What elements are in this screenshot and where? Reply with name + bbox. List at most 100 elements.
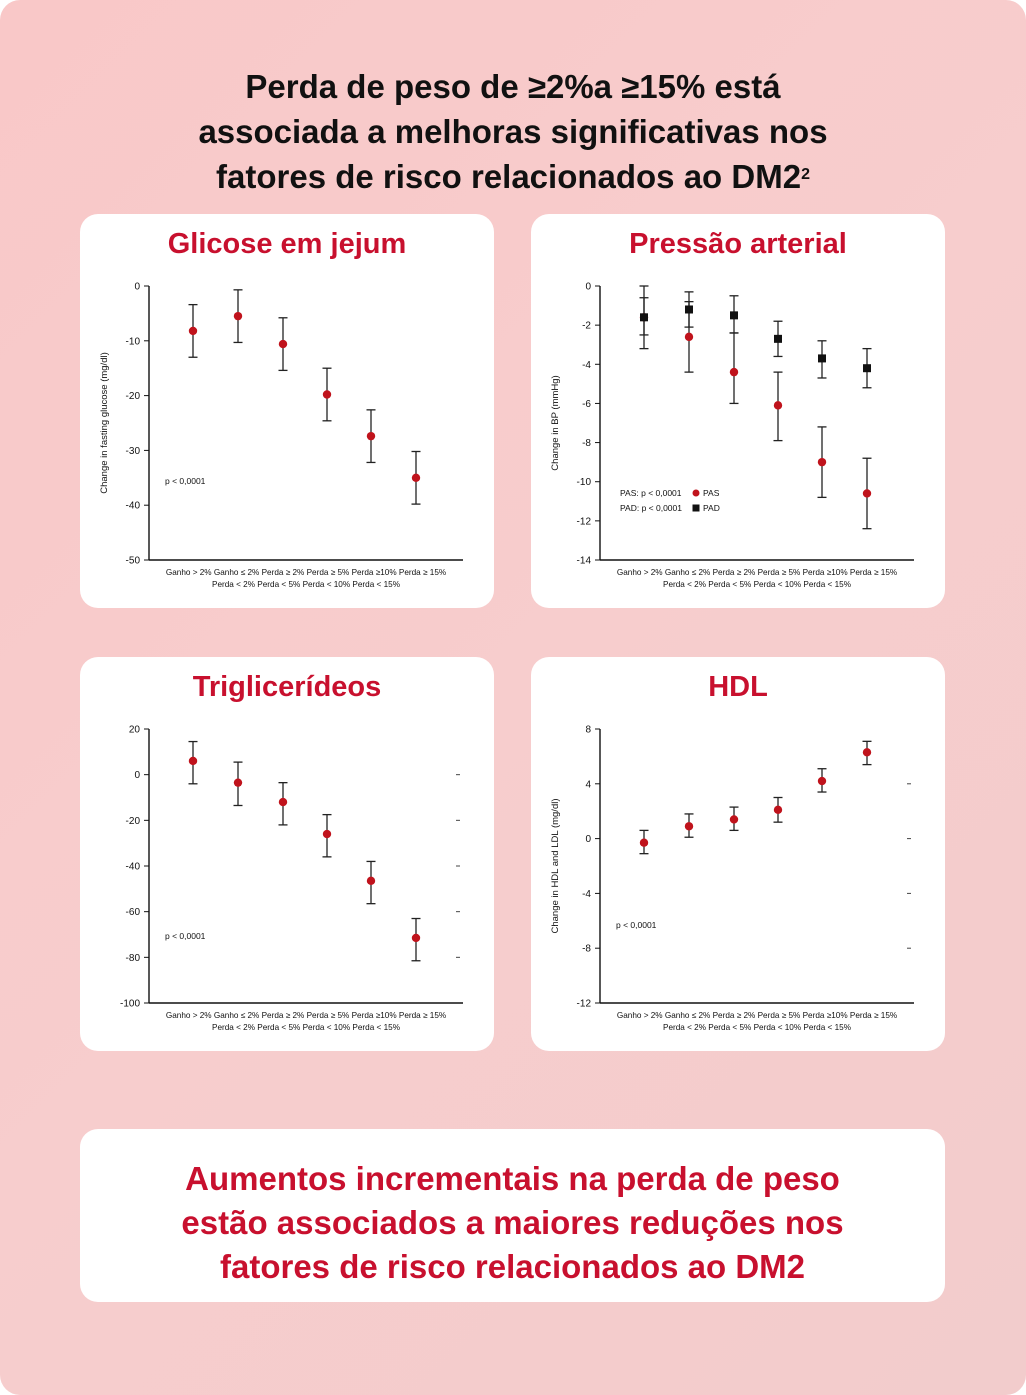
y-tick-label: -20	[126, 816, 141, 827]
data-point	[684, 332, 694, 342]
footer-card: Aumentos incrementais na perda de peso e…	[80, 1129, 945, 1302]
footer-line-3: fatores de risco relacionados ao DM2	[219, 1248, 806, 1285]
y-tick-label: 0	[585, 282, 591, 293]
y-tick-label: -20	[126, 391, 141, 402]
data-point-square	[640, 313, 648, 322]
y-tick-label: -30	[126, 446, 141, 457]
data-point	[366, 876, 376, 886]
chart-card-hdl: HDL 8 4 0 -4 -8 -12 Change in HDL and LDL (mg/…	[531, 657, 945, 1051]
y-tick-label: 4	[585, 779, 591, 790]
data-point-square	[685, 305, 693, 314]
data-point	[322, 390, 332, 399]
chart-card-glucose: Glicose em jejum 0 -10 -20 -30 -40 -50 Change …	[80, 214, 494, 608]
x-tick-labels-bottom: Perda < 2% Perda < 5% Perda < 10% Perda …	[663, 1023, 851, 1032]
y-tick-label: -6	[582, 399, 591, 410]
x-tick-labels-bottom: Perda < 2% Perda < 5% Perda < 10% Perda …	[212, 580, 400, 589]
legend-marker-circle	[692, 489, 700, 497]
data-point	[188, 326, 198, 336]
data-point	[188, 756, 198, 766]
y-tick-label: 8	[585, 725, 591, 736]
chart-title-blood-pressure: Pressão arterial	[629, 228, 847, 260]
y-tick-label: 20	[129, 725, 141, 736]
data-point	[278, 339, 288, 349]
y-tick-label: -60	[126, 907, 141, 918]
y-axis-label: Change in HDL and LDL (mg/dl)	[550, 798, 561, 933]
p-value-annotation: p < 0,0001	[616, 920, 657, 930]
chart-glucose: 0 -10 -20 -30 -40 -50 Change in fasting glucos…	[99, 282, 463, 589]
data-point	[817, 776, 827, 786]
data-point	[639, 838, 649, 847]
y-tick-label: -100	[120, 999, 140, 1010]
headline-line-1: Perda de peso de ≥2%a ≥15% está	[245, 68, 781, 105]
legend-label: PAD: p < 0,0001	[620, 503, 682, 513]
y-tick-label: -10	[577, 477, 592, 488]
p-value-annotation: p < 0,0001	[165, 476, 206, 486]
data-point	[862, 748, 872, 757]
legend-label: PAS: p < 0,0001	[620, 488, 682, 498]
y-tick-label: -4	[582, 889, 591, 900]
data-point	[684, 822, 694, 831]
chart-blood-pressure: 0 -2 -4 -6 -8 -10 -12 -14 Change in BP (mmHg) Gan…	[550, 282, 914, 589]
y-tick-label: 0	[585, 834, 591, 845]
chart-title-triglycerides: Triglicerídeos	[192, 671, 382, 703]
y-tick-label: -8	[582, 438, 591, 449]
chart-title-glucose: Glicose em jejum	[167, 228, 407, 260]
y-tick-label: -2	[582, 321, 591, 332]
headline-superscript: 2	[801, 166, 810, 183]
y-axis-label: Change in BP (mmHg)	[550, 375, 561, 470]
chart-title-hdl: HDL	[708, 671, 768, 703]
page-headline: Perda de peso de ≥2%a ≥15% está associad…	[100, 64, 926, 199]
headline-line-2: associada a melhoras significativas nos	[198, 113, 828, 150]
data-point	[773, 401, 783, 410]
data-point	[862, 489, 872, 498]
x-tick-labels-bottom: Perda < 2% Perda < 5% Perda < 10% Perda …	[663, 580, 851, 589]
legend-series-name: PAD	[703, 503, 720, 513]
footer-line-2: estão associados a maiores reduções nos	[181, 1204, 844, 1241]
y-tick-label: 0	[134, 282, 140, 293]
chart-card-triglycerides: Triglicerídeos 20 0 -20 -40 -60 -80 -100 Ganho …	[80, 657, 494, 1051]
data-point	[729, 367, 739, 377]
y-tick-label: -80	[126, 953, 141, 964]
chart-card-blood-pressure: Pressão arterial 0 -2 -4 -6 -8 -10 -12 -14 Chang…	[531, 214, 945, 608]
data-point	[322, 829, 332, 839]
y-tick-label: -14	[577, 556, 592, 567]
y-axis-label: Change in fasting glucose (mg/dl)	[99, 352, 110, 494]
legend-series-name: PAS	[703, 488, 720, 498]
data-point-square	[818, 354, 826, 363]
data-point	[278, 797, 288, 807]
legend-marker-square	[692, 504, 700, 512]
y-tick-label: -8	[582, 944, 591, 955]
data-point	[773, 805, 783, 815]
y-tick-label: -10	[126, 336, 141, 347]
data-point-square	[863, 364, 871, 373]
data-point	[366, 431, 376, 441]
y-tick-label: -40	[126, 862, 141, 873]
p-value-annotation: p < 0,0001	[165, 931, 206, 941]
data-point	[233, 311, 243, 321]
footer-line-1: Aumentos incrementais na perda de peso	[185, 1160, 840, 1197]
y-tick-label: -40	[126, 501, 141, 512]
headline-line-3: fatores de risco relacionados ao DM22	[100, 154, 926, 199]
x-tick-labels-top: Ganho > 2% Ganho ≤ 2% Perda ≥ 2% Perda ≥…	[617, 1011, 897, 1020]
y-tick-label: -50	[126, 556, 141, 567]
chart-triglycerides: 20 0 -20 -40 -60 -80 -100 Ganho > 2% Ganho ≤ 2%…	[120, 725, 463, 1032]
chart-hdl: 8 4 0 -4 -8 -12 Change in HDL and LDL (mg/dl) G…	[550, 725, 914, 1032]
x-tick-labels-top: Ganho > 2% Ganho ≤ 2% Perda ≥ 2% Perda ≥…	[166, 1011, 446, 1020]
y-tick-label: -12	[577, 516, 592, 527]
y-tick-label: -12	[577, 999, 592, 1010]
data-point-square	[774, 334, 782, 343]
data-point	[411, 473, 421, 482]
footer-message: Aumentos incrementais na perda de peso e…	[100, 1157, 925, 1289]
x-tick-labels-top: Ganho > 2% Ganho ≤ 2% Perda ≥ 2% Perda ≥…	[166, 568, 446, 577]
data-point	[411, 933, 421, 943]
data-point	[817, 457, 827, 467]
y-tick-label: 0	[134, 770, 140, 781]
x-tick-labels-top: Ganho > 2% Ganho ≤ 2% Perda ≥ 2% Perda ≥…	[617, 568, 897, 577]
y-tick-label: -4	[582, 360, 591, 371]
x-tick-labels-bottom: Perda < 2% Perda < 5% Perda < 10% Perda …	[212, 1023, 400, 1032]
data-point	[233, 778, 243, 787]
data-point	[729, 815, 739, 824]
headline-line-3-text: fatores de risco relacionados ao DM2	[216, 158, 802, 195]
data-point-square	[730, 311, 738, 320]
